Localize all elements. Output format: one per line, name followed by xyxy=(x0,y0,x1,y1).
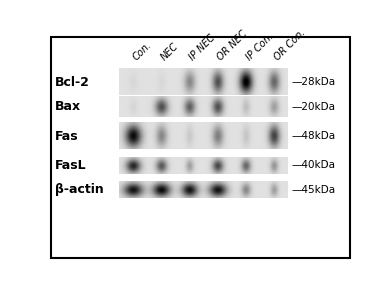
Text: —45kDa: —45kDa xyxy=(292,185,336,195)
FancyBboxPatch shape xyxy=(51,38,350,258)
Text: Bcl-2: Bcl-2 xyxy=(55,76,90,88)
Text: OR NEC: OR NEC xyxy=(216,28,249,62)
Text: OR Con.: OR Con. xyxy=(272,27,307,62)
Text: —28kDa: —28kDa xyxy=(292,77,336,87)
Text: —20kDa: —20kDa xyxy=(292,102,336,112)
Text: Con.: Con. xyxy=(131,40,154,62)
Text: NEC: NEC xyxy=(160,41,181,62)
Text: —48kDa: —48kDa xyxy=(292,131,336,141)
Text: FasL: FasL xyxy=(55,159,87,172)
Text: β-actin: β-actin xyxy=(55,183,104,196)
Text: —40kDa: —40kDa xyxy=(292,160,336,170)
Text: IP Con.: IP Con. xyxy=(244,31,275,62)
Text: Bax: Bax xyxy=(55,100,81,113)
Text: IP NEC: IP NEC xyxy=(188,33,217,62)
Text: Fas: Fas xyxy=(55,130,79,142)
